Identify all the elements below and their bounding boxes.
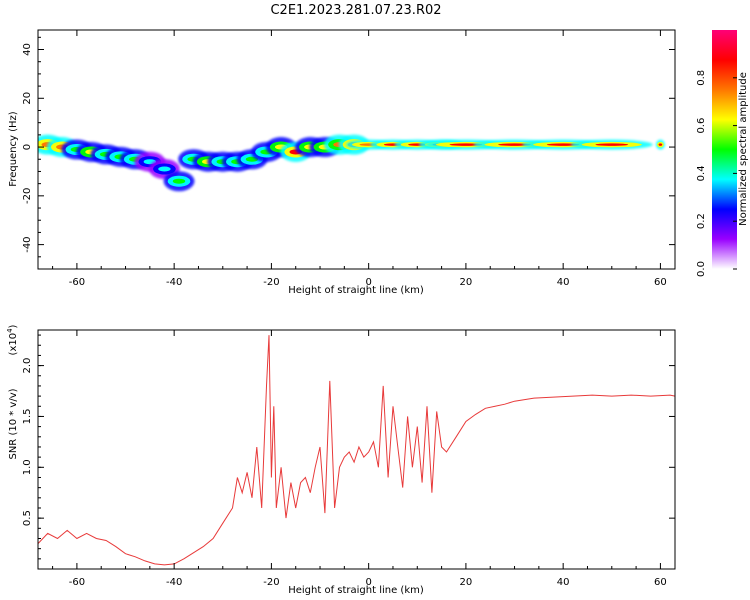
spectrogram-y-axis-label: Frequency (Hz)	[8, 111, 19, 187]
snr-panel: -60 -40 -20 0 20 40 60 0.5 1.0 1.5 2.0 Height of s…	[6, 324, 676, 596]
colorbar-bar	[712, 30, 737, 269]
colorbar-tick-label: 0.2	[696, 213, 707, 229]
x-tick-label: 20	[460, 277, 473, 288]
colorbar-tick-label: 0.0	[696, 261, 707, 277]
spectrogram-marks	[38, 134, 665, 192]
spectrogram-panel: -60 -40 -20 0 20 40 60 -40 -20 0 20 40 Height of st…	[8, 29, 676, 296]
snr-series-line	[38, 335, 675, 566]
colorbar-tick-label: 0.4	[696, 165, 707, 181]
snr-frame	[37, 329, 676, 570]
y-tick-label: 0	[22, 144, 33, 150]
snr-x-axis-label: Height of straight line (km)	[288, 585, 424, 596]
colorbar-tick-label: 0.6	[696, 118, 707, 134]
x-tick-label: 0	[365, 577, 371, 588]
x-tick-label: -20	[263, 277, 279, 288]
x-tick-label: 0	[365, 277, 371, 288]
colorbar-label: Normalized spectral amplitude	[738, 72, 749, 226]
x-tick-label: 20	[460, 577, 473, 588]
y-tick-label: -20	[22, 188, 33, 204]
colorbar-ticks: 0.0 0.2 0.4 0.6 0.8	[696, 70, 737, 277]
y-tick-label: 20	[22, 92, 33, 105]
y-tick-label: 2.0	[22, 358, 33, 374]
y-tick-label: 40	[22, 43, 33, 56]
snr-y-axis-label: SNR (10 * v/v)	[8, 388, 19, 459]
snr-y-scale-label: (x104)	[6, 324, 19, 355]
snr-y-scale-exponent: 4	[6, 328, 14, 333]
y-tick-label: 1.5	[22, 408, 33, 424]
x-tick-label: -40	[166, 277, 182, 288]
spectrogram-peak	[658, 143, 663, 146]
x-tick-label: -60	[69, 577, 85, 588]
colorbar-tick-label: 0.8	[696, 70, 707, 86]
x-tick-label: 60	[654, 277, 667, 288]
figure-title: C2E1.2023.281.07.23.R02	[270, 3, 441, 18]
x-tick-label: 40	[557, 277, 570, 288]
spectrogram-ticks: -60 -40 -20 0 20 40 60 -40 -20 0 20 40	[22, 30, 675, 288]
spectrogram-peak	[158, 166, 171, 172]
y-tick-label: 0.5	[22, 510, 33, 526]
spectrogram-frame	[37, 29, 676, 270]
x-tick-label: 40	[557, 577, 570, 588]
spectrogram-x-axis-label: Height of straight line (km)	[288, 285, 424, 296]
snr-ticks: -60 -40 -20 0 20 40 60 0.5 1.0 1.5 2.0	[22, 330, 675, 588]
x-tick-label: -40	[166, 577, 182, 588]
x-tick-label: -60	[69, 277, 85, 288]
x-tick-label: -20	[263, 577, 279, 588]
x-tick-label: 60	[654, 577, 667, 588]
y-tick-label: 1.0	[22, 459, 33, 475]
y-tick-label: -40	[22, 236, 33, 252]
colorbar: 0.0 0.2 0.4 0.6 0.8 Normalized spectral ampl…	[696, 30, 749, 277]
spectrogram-peak	[172, 178, 186, 184]
spectrogram-peak	[595, 143, 629, 146]
snr-plot-area	[38, 330, 675, 569]
